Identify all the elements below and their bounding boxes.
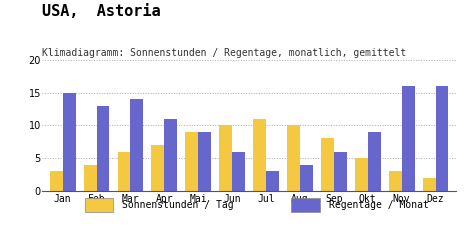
Bar <box>436 86 448 191</box>
Bar <box>266 171 279 191</box>
Bar <box>232 152 245 191</box>
Bar <box>368 132 381 191</box>
Bar <box>131 99 143 191</box>
Bar <box>50 171 63 191</box>
Text: Copyright (C) 2011 sonnenlaender.de: Copyright (C) 2011 sonnenlaender.de <box>132 224 338 234</box>
FancyBboxPatch shape <box>291 198 320 211</box>
Bar <box>164 119 177 191</box>
Bar <box>118 152 131 191</box>
Bar <box>84 165 96 191</box>
Bar <box>287 125 300 191</box>
Text: Klimadiagramm: Sonnenstunden / Regentage, monatlich, gemittelt: Klimadiagramm: Sonnenstunden / Regentage… <box>42 48 407 58</box>
Bar <box>96 106 110 191</box>
Bar <box>355 158 368 191</box>
Bar <box>321 138 334 191</box>
Bar <box>219 125 232 191</box>
Bar <box>334 152 347 191</box>
Text: USA,  Astoria: USA, Astoria <box>42 4 161 19</box>
Bar <box>423 178 436 191</box>
Bar <box>389 171 402 191</box>
Bar <box>253 119 266 191</box>
Bar <box>185 132 198 191</box>
Bar <box>300 165 313 191</box>
Text: Regentage / Monat: Regentage / Monat <box>329 200 429 210</box>
Bar <box>63 93 76 191</box>
Bar <box>198 132 211 191</box>
Text: Sonnenstunden / Tag: Sonnenstunden / Tag <box>122 200 234 210</box>
Bar <box>402 86 415 191</box>
Bar <box>151 145 164 191</box>
FancyBboxPatch shape <box>85 198 113 211</box>
